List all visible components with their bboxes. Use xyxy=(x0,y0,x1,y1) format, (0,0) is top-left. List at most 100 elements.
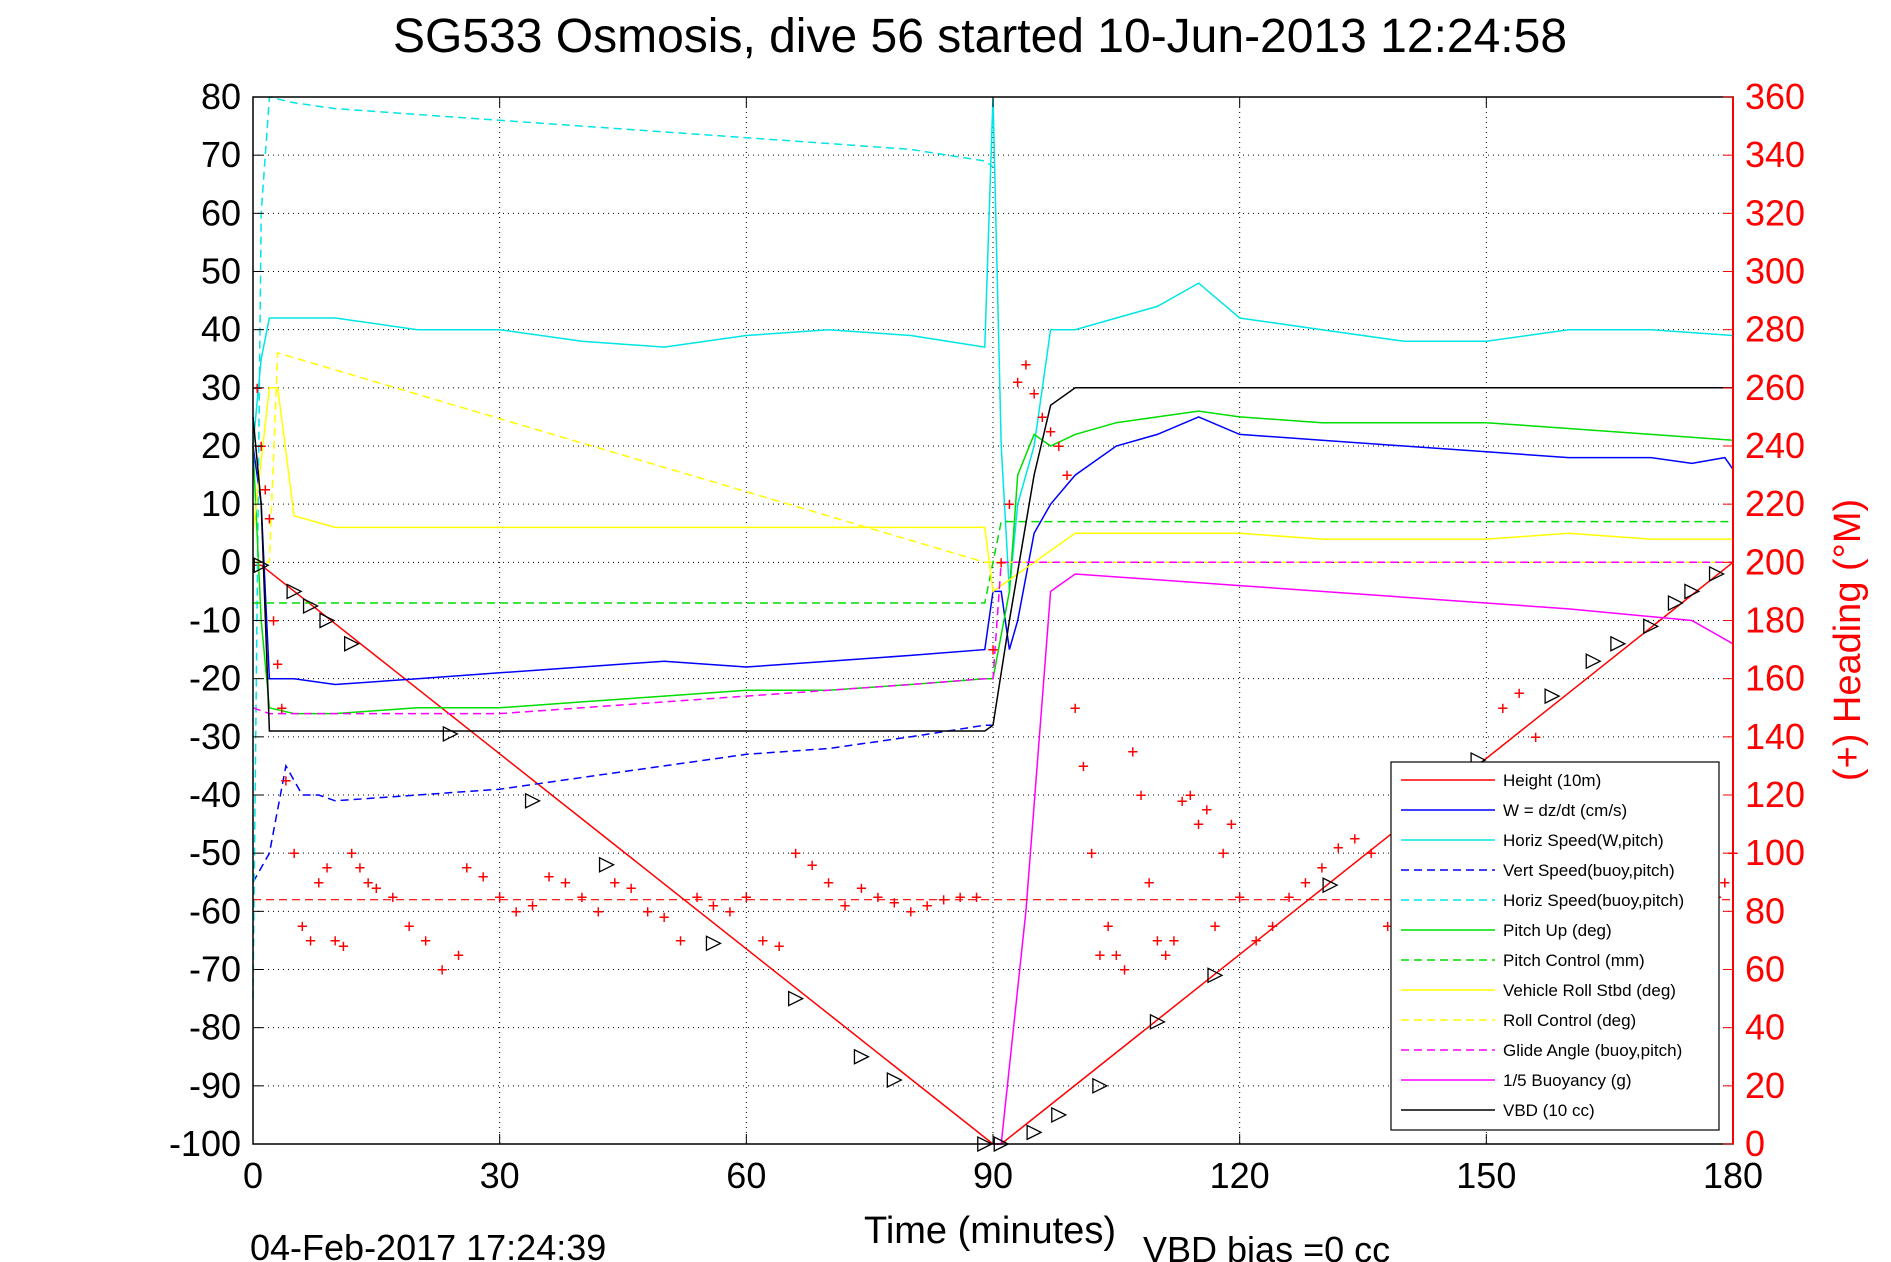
y-tick-label-left: -50 xyxy=(189,832,241,873)
heading-point: + xyxy=(1004,494,1015,515)
heading-point: + xyxy=(453,945,464,966)
vbd-bias-footer: VBD bias =0 cc xyxy=(1143,1229,1390,1262)
x-tick-label: 180 xyxy=(1703,1155,1763,1196)
y-tick-label-left: 50 xyxy=(201,251,241,292)
waypoint-marker xyxy=(1708,565,1726,583)
legend-label: W = dz/dt (cm/s) xyxy=(1503,801,1627,820)
y-tick-label-right: 220 xyxy=(1745,483,1805,524)
waypoint-marker xyxy=(1585,653,1602,670)
waypoint-marker xyxy=(1026,1124,1043,1141)
heading-point: + xyxy=(354,858,365,879)
waypoint-marker xyxy=(1667,594,1684,612)
legend-label: Height (10m) xyxy=(1503,771,1601,790)
heading-point: + xyxy=(264,509,275,530)
heading-point: + xyxy=(872,887,883,908)
heading-point: + xyxy=(1185,785,1196,806)
heading-point: + xyxy=(1103,916,1114,937)
heading-point: + xyxy=(1070,698,1081,719)
heading-point: + xyxy=(988,640,999,661)
heading-point: + xyxy=(560,872,571,893)
heading-point: + xyxy=(1094,945,1105,966)
heading-point: + xyxy=(420,930,431,951)
heading-point: + xyxy=(1218,843,1229,864)
heading-point: + xyxy=(1119,960,1130,981)
heading-point: + xyxy=(1160,945,1171,966)
legend-label: Vehicle Roll Stbd (deg) xyxy=(1503,981,1676,1000)
y-tick-label-right: 20 xyxy=(1745,1065,1785,1106)
y-tick-label-right: 120 xyxy=(1745,774,1805,815)
heading-point: + xyxy=(1062,465,1073,486)
heading-point: + xyxy=(1719,872,1730,893)
heading-point: + xyxy=(305,930,316,951)
y-tick-label-left: 30 xyxy=(201,367,241,408)
heading-point: + xyxy=(371,878,382,899)
heading-point: + xyxy=(1366,843,1377,864)
heading-point: + xyxy=(478,866,489,887)
legend-label: Horiz Speed(W,pitch) xyxy=(1503,831,1664,850)
heading-point: + xyxy=(1300,872,1311,893)
heading-point: + xyxy=(346,843,357,864)
heading-point: + xyxy=(313,872,324,893)
x-tick-label: 90 xyxy=(973,1155,1013,1196)
heading-point: + xyxy=(790,843,801,864)
heading-point: + xyxy=(889,893,900,914)
heading-point: + xyxy=(971,887,982,908)
series-group xyxy=(252,96,1734,1145)
heading-point: + xyxy=(626,878,637,899)
heading-point: + xyxy=(1045,421,1056,442)
y-tick-label-left: 10 xyxy=(201,483,241,524)
heading-point: + xyxy=(1168,930,1179,951)
x-tick-label: 0 xyxy=(243,1155,263,1196)
series-line xyxy=(252,387,1733,593)
y-tick-label-right: 160 xyxy=(1745,658,1805,699)
y-tick-label-right: 360 xyxy=(1745,76,1805,117)
y-tick-label-right: 140 xyxy=(1745,716,1805,757)
heading-point: + xyxy=(1333,837,1344,858)
waypoint-marker xyxy=(253,557,270,574)
y-tick-label-left: -80 xyxy=(189,1007,241,1048)
heading-point: + xyxy=(511,901,522,922)
y-tick-label-right: 0 xyxy=(1745,1123,1765,1164)
series-line xyxy=(252,96,994,999)
heading-point: + xyxy=(404,916,415,937)
heading-point: + xyxy=(840,896,851,917)
heading-point: + xyxy=(494,887,505,908)
x-tick-label: 30 xyxy=(480,1155,520,1196)
heading-point: + xyxy=(922,896,933,917)
waypoint-marker xyxy=(286,583,303,600)
y-tick-label-right: 320 xyxy=(1745,192,1805,233)
heading-point: + xyxy=(276,698,287,719)
heading-point: + xyxy=(708,896,719,917)
waypoint-marker xyxy=(598,856,616,873)
heading-point: + xyxy=(856,878,867,899)
heading-point: + xyxy=(757,930,768,951)
x-tick-label: 60 xyxy=(726,1155,766,1196)
y-tick-label-right: 60 xyxy=(1745,949,1785,990)
y-tick-label-left: 60 xyxy=(201,192,241,233)
heading-point: + xyxy=(1210,916,1221,937)
heading-point: + xyxy=(675,930,686,951)
timestamp-footer: 04-Feb-2017 17:24:39 xyxy=(250,1227,606,1262)
heading-point: + xyxy=(1012,372,1023,393)
heading-point: + xyxy=(1530,727,1541,748)
heading-point: + xyxy=(260,480,271,501)
waypoint-marker xyxy=(1322,877,1339,894)
heading-point: + xyxy=(338,936,349,957)
heading-point: + xyxy=(1029,384,1040,405)
y-tick-label-right: 340 xyxy=(1745,134,1805,175)
y-tick-label-left: -90 xyxy=(189,1065,241,1106)
heading-point: + xyxy=(905,901,916,922)
heading-point: + xyxy=(527,896,538,917)
heading-point: + xyxy=(1037,407,1048,428)
heading-point: + xyxy=(642,901,653,922)
legend-label: Pitch Up (deg) xyxy=(1503,921,1612,940)
heading-point: + xyxy=(1234,887,1245,908)
y-tick-label-right: 200 xyxy=(1745,541,1805,582)
heading-point: + xyxy=(1349,829,1360,850)
heading-point: + xyxy=(1136,785,1147,806)
y-tick-label-left: -60 xyxy=(189,890,241,931)
heading-point: + xyxy=(437,960,448,981)
legend-label: VBD (10 cc) xyxy=(1503,1101,1595,1120)
heading-point: + xyxy=(724,901,735,922)
